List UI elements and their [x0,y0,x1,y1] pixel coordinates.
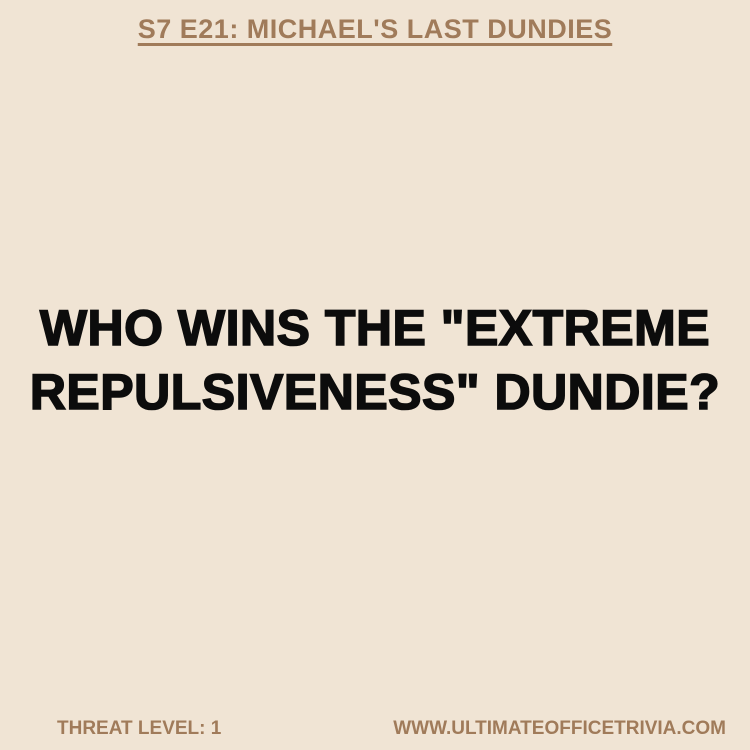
episode-title: S7 E21: MICHAEL'S LAST DUNDIES [137,14,613,44]
website-url: WWW.ULTIMATEOFFICETRIVIA.COM [393,718,726,739]
threat-level-label: THREAT LEVEL: 1 [57,718,222,739]
question-line-1: WHO WINS THE "EXTREME [39,299,711,357]
trivia-question: WHO WINS THE "EXTREME REPULSIVENESS" DUN… [10,296,740,424]
question-line-2: REPULSIVENESS" DUNDIE? [29,363,721,421]
